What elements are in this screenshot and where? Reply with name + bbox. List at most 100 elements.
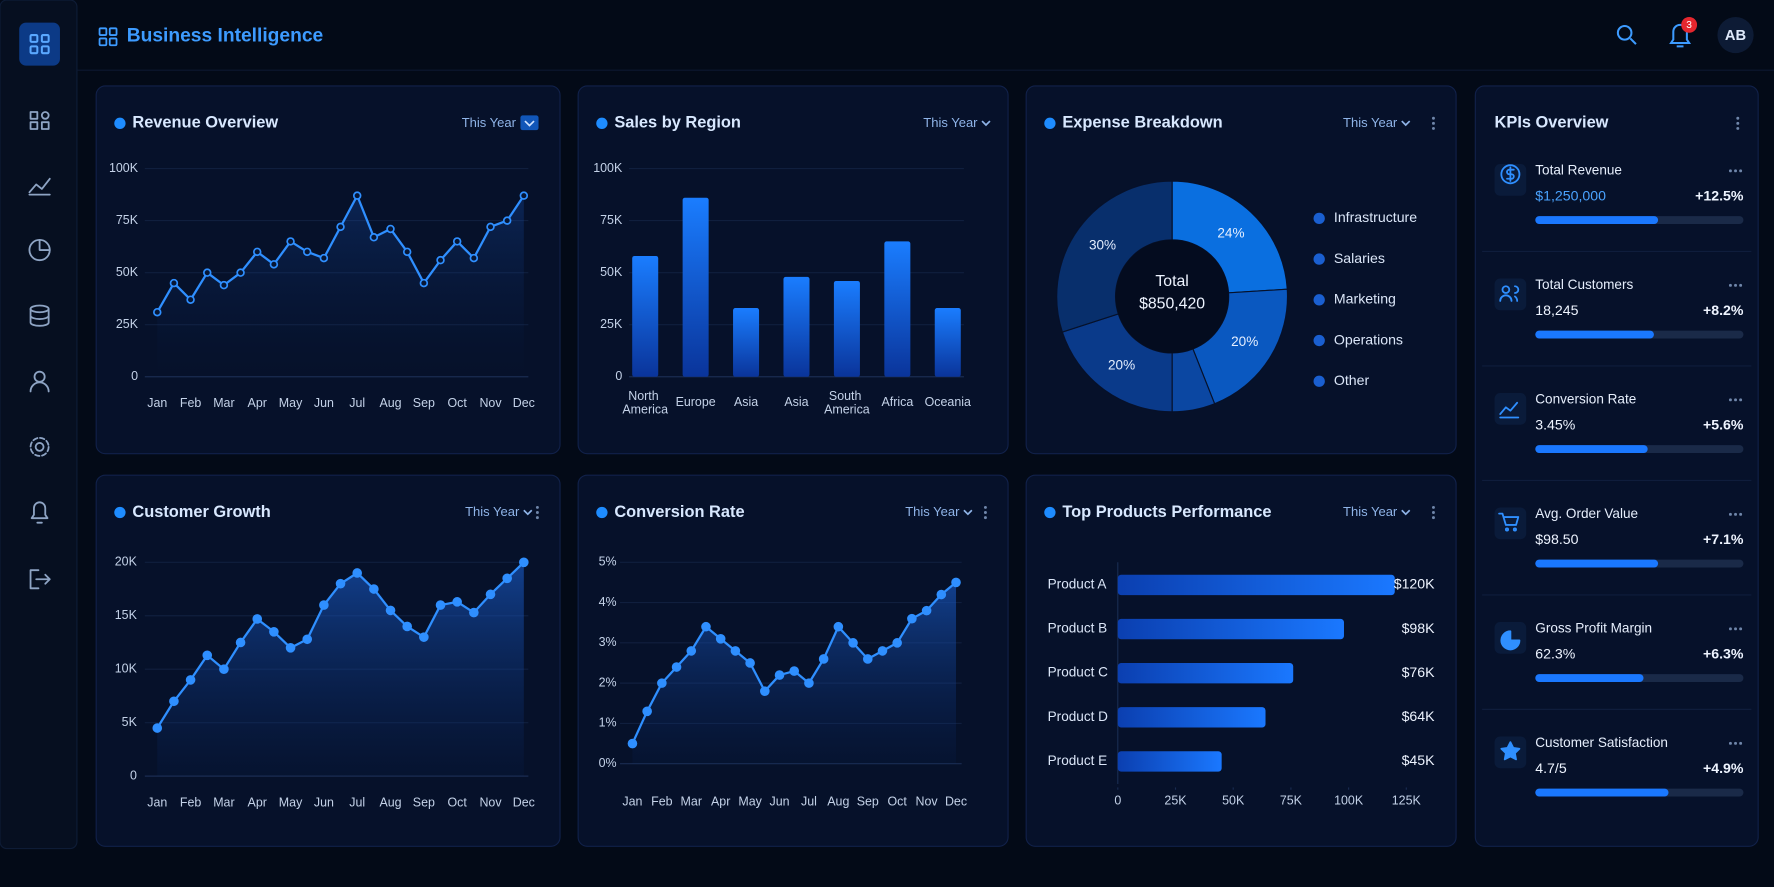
- y-tick-label: 100K: [593, 161, 623, 175]
- point: [642, 706, 652, 717]
- period-select[interactable]: This Year: [923, 115, 978, 130]
- point: [907, 613, 917, 624]
- y-tick-label: 2%: [599, 675, 617, 689]
- kpi-change: +7.1%: [1703, 531, 1744, 547]
- point: [269, 260, 279, 269]
- point: [789, 666, 800, 676]
- kpi-icon: [1499, 401, 1520, 419]
- point: [502, 573, 512, 584]
- menu-dot: [1739, 741, 1743, 745]
- chevron: [524, 120, 535, 127]
- chevron: [1401, 120, 1411, 127]
- point: [848, 638, 858, 648]
- kpi-item: Gross Profit Margin 62.3% +6.3%: [1482, 594, 1752, 682]
- header-logo: [98, 27, 118, 47]
- chevron: [963, 509, 973, 516]
- charts: Revenue Overview This Year 0 25K 50K 75K 100K J…: [109, 114, 1752, 810]
- bar: [682, 197, 709, 377]
- period-select[interactable]: This Year: [1343, 504, 1398, 519]
- nav-analytics[interactable]: [29, 111, 50, 130]
- point: [235, 637, 246, 648]
- progress-bar: [1535, 788, 1669, 797]
- point: [169, 696, 179, 707]
- menu-dot: [1736, 121, 1740, 125]
- point: [486, 222, 495, 232]
- y-tick-label: 1%: [599, 716, 617, 730]
- period-select[interactable]: This Year: [462, 115, 517, 130]
- point: [502, 216, 512, 225]
- point: [336, 222, 345, 232]
- slice-label: 20%: [1108, 358, 1135, 373]
- menu-dot: [1431, 516, 1435, 520]
- kpi-icon: [1500, 164, 1521, 185]
- point: [252, 614, 263, 624]
- notifications-button[interactable]: 3: [1669, 16, 1698, 48]
- progress-bar: [1535, 559, 1659, 568]
- kpi-icon: [1498, 512, 1520, 532]
- menu-dot: [535, 505, 539, 509]
- period-select[interactable]: This Year: [1343, 115, 1398, 130]
- kpi-item: Total Revenue $1,250,000 +12.5%: [1494, 162, 1744, 225]
- point: [436, 255, 445, 265]
- legend-dot: [1313, 375, 1325, 387]
- search-button[interactable]: [1616, 25, 1637, 45]
- point: [686, 646, 697, 656]
- chart-title: Revenue Overview: [132, 114, 278, 132]
- panel: [1025, 474, 1457, 847]
- x-tick-label: Oct: [447, 396, 467, 410]
- menu-dot: [1431, 511, 1435, 514]
- x-tick-label: Mar: [681, 794, 702, 808]
- period-toggle[interactable]: [520, 115, 539, 131]
- kpi-item: Conversion Rate 3.45% +5.6%: [1482, 365, 1752, 454]
- period-select[interactable]: This Year: [905, 504, 960, 519]
- point: [627, 738, 638, 749]
- menu-dot: [983, 516, 987, 520]
- x-tick-label: Sep: [857, 794, 879, 808]
- point: [302, 247, 312, 257]
- menu-dot: [1728, 627, 1732, 631]
- nav-settings[interactable]: [29, 436, 50, 457]
- point: [833, 621, 844, 632]
- y-tick-label: 25K: [116, 317, 139, 331]
- slice-label: 20%: [1231, 334, 1258, 349]
- point: [760, 686, 770, 696]
- point: [319, 253, 329, 263]
- point: [236, 268, 245, 277]
- point: [892, 638, 902, 648]
- nav-database[interactable]: [29, 304, 50, 327]
- y-tick-label: 0: [615, 369, 622, 383]
- nav-home[interactable]: [19, 22, 60, 66]
- menu-dot: [1739, 169, 1743, 173]
- menu-dot: [1734, 741, 1738, 745]
- nav-alerts[interactable]: [30, 501, 49, 524]
- point: [286, 237, 295, 246]
- y-tick-label: 0: [130, 768, 137, 782]
- y-tick-label: 75K: [116, 213, 139, 227]
- menu-dot: [1728, 398, 1732, 402]
- point: [936, 589, 947, 600]
- period-select[interactable]: This Year: [465, 504, 520, 519]
- kpis: KPIs Overview Total Revenue $1,250,000 +12.…: [1482, 114, 1752, 797]
- chart-title: Customer Growth: [132, 503, 270, 521]
- point: [435, 600, 446, 610]
- bar: [1117, 618, 1344, 640]
- legend-label: Marketing: [1334, 291, 1396, 307]
- legend-label: Salaries: [1334, 250, 1385, 266]
- y-tick-label: 3%: [599, 635, 617, 649]
- menu-dot: [983, 505, 987, 509]
- nav-reports[interactable]: [28, 238, 51, 262]
- x-tick-label: North America: [622, 389, 668, 417]
- point: [169, 278, 179, 288]
- nav-users[interactable]: [29, 370, 50, 393]
- menu-dot: [1739, 283, 1743, 287]
- x-tick-label: Apr: [248, 396, 267, 410]
- kpi-change: +8.2%: [1703, 302, 1744, 318]
- x-tick-label: Europe: [676, 395, 716, 409]
- chevron: [1401, 509, 1411, 516]
- x-tick-label: Jul: [349, 396, 365, 410]
- nav-logout[interactable]: [29, 569, 51, 590]
- nav-trends[interactable]: [28, 177, 51, 196]
- kpi-name: Customer Satisfaction: [1535, 735, 1668, 750]
- bar: [1117, 662, 1294, 684]
- avatar[interactable]: [1717, 16, 1754, 54]
